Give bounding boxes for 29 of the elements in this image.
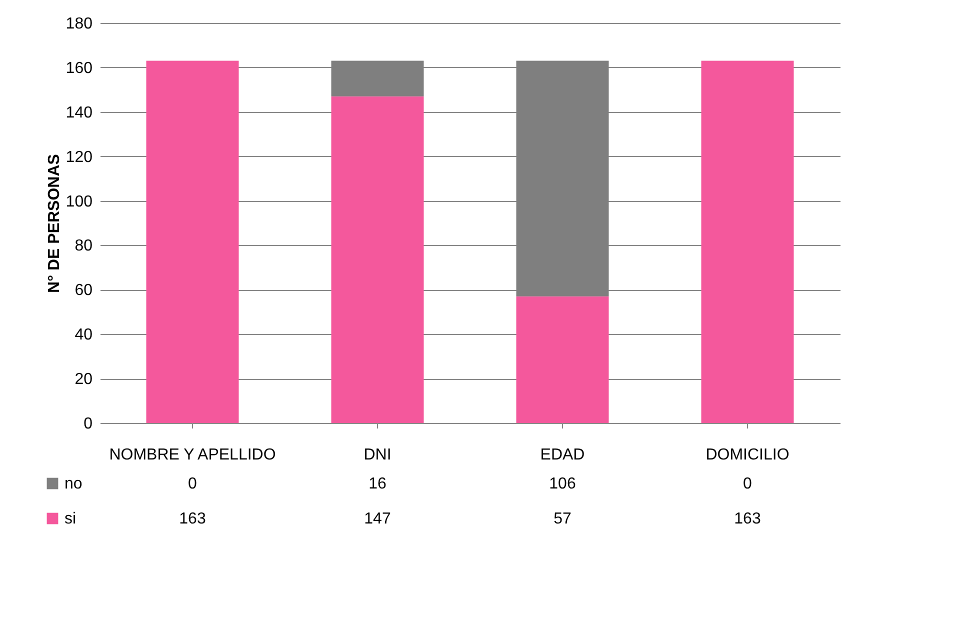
y-tick-label: 40 (74, 326, 93, 344)
data-label: 147 (364, 510, 391, 528)
legend-label: no (64, 476, 82, 492)
bar (516, 296, 609, 423)
data-label: 106 (549, 476, 576, 492)
x-tick-label: NOMBRE Y APELLIDO (109, 446, 276, 464)
y-tick-label: 0 (84, 416, 93, 432)
x-tick-label: DOMICILIO (706, 446, 790, 464)
bar (331, 96, 424, 423)
data-label: 0 (743, 476, 752, 492)
data-label: 57 (554, 510, 572, 528)
y-tick-label: 120 (66, 148, 93, 166)
data-label: 163 (179, 510, 206, 528)
y-tick-label: 140 (66, 104, 93, 122)
y-tick-label: 180 (66, 16, 93, 32)
data-label: 163 (734, 510, 761, 528)
x-tick-label: DNI (364, 446, 392, 464)
bar (701, 60, 794, 423)
legend-label: si (64, 510, 76, 528)
y-tick-label: 100 (66, 193, 93, 210)
data-label: 16 (368, 476, 386, 492)
y-tick-label: 20 (74, 371, 93, 388)
x-tick-label: EDAD (540, 446, 585, 464)
y-tick-label: 160 (66, 60, 93, 77)
data-label: 0 (188, 476, 198, 492)
y-tick-label: 80 (74, 238, 93, 255)
y-tick-label: 60 (74, 282, 93, 300)
y-axis-title: N° DE PERSONAS (46, 154, 63, 293)
bar (146, 60, 239, 423)
